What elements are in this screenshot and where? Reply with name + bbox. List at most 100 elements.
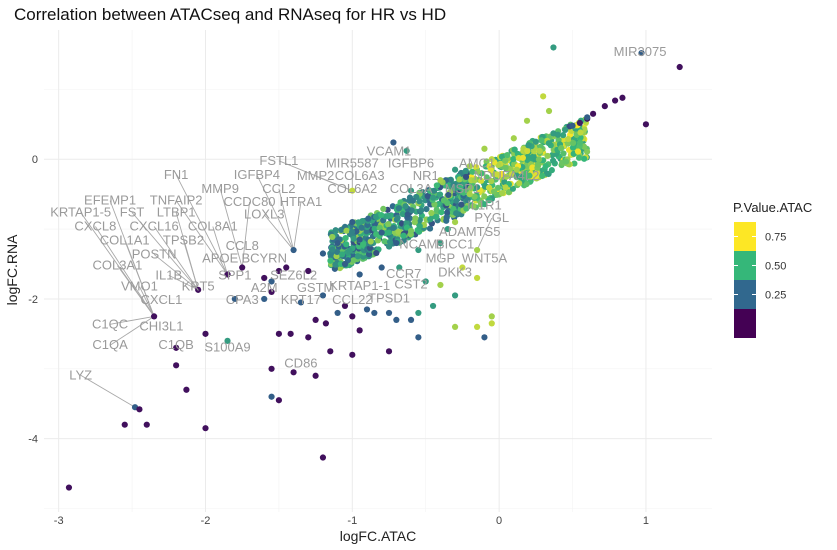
data-point [339,251,346,258]
legend-label: 0.25 [765,290,786,302]
data-point [416,228,423,235]
data-point [583,148,591,155]
data-point [151,313,158,320]
data-point [349,219,356,226]
data-point [474,168,481,175]
data-point [385,348,393,355]
data-point [481,334,488,341]
data-point [429,194,437,201]
data-point [437,177,444,184]
x-tick-label: -2 [201,515,211,527]
legend-keys: 0.75 0.50 0.25 [734,222,786,338]
data-point [407,316,415,323]
data-point [554,131,561,138]
data-point [542,162,549,170]
data-point [502,164,509,171]
gene-label: VMO1 [121,279,158,294]
gene-label: A2M [251,280,278,295]
data-point [393,239,400,247]
data-point [471,177,478,184]
x-tick-label: 0 [496,515,502,527]
legend-title: P.Value.ATAC [733,200,812,215]
label-connector [124,240,155,317]
data-point [535,156,543,163]
label-connector [109,316,155,346]
data-point [447,176,454,183]
data-point [404,211,411,218]
label-connector [175,200,228,275]
data-point [297,299,305,306]
data-point [356,327,363,334]
data-point [550,44,557,51]
label-connector [219,188,243,268]
data-point [385,221,392,228]
gene-label: CST2 [394,276,427,291]
data-point [378,229,385,236]
data-point [589,110,597,117]
gene-label: TPSB2 [163,232,204,247]
label-connector [476,217,493,251]
label-connector [293,201,302,251]
data-point [363,306,371,313]
grid [44,30,712,512]
data-point [466,191,473,198]
data-point [575,154,583,161]
data-point [349,187,356,194]
data-point [473,323,481,330]
gene-label: MGP [426,251,456,266]
gene-label: LYZ [69,367,92,382]
data-point [341,302,349,310]
data-point [539,172,546,180]
data-point [456,176,463,183]
data-point [451,323,459,330]
data-point [532,138,539,145]
data-point [510,156,517,163]
data-point [481,193,488,200]
data-point [451,219,459,226]
data-point [341,260,349,268]
gene-label: CCL22 [332,292,372,307]
data-point [433,213,440,221]
data-point [173,344,180,351]
gene-label: C1QC [92,316,128,331]
label-connector [175,174,228,275]
data-point [312,372,319,379]
gene-label: COL1A1 [100,232,150,247]
data-point [365,215,372,222]
data-point [436,191,444,198]
label-connector [153,254,199,291]
data-point [519,154,526,162]
label-connector [153,226,199,291]
data-point [438,209,445,216]
data-point [437,281,444,289]
data-point [545,140,552,147]
data-point [619,94,626,101]
data-point [385,229,393,236]
gene-label: MMP9 [201,181,239,196]
data-point [576,119,583,127]
data-point [418,207,425,214]
gene-label: CXCL8 [74,218,116,233]
data-point [444,199,451,207]
data-point [231,295,238,303]
data-point [350,235,357,242]
data-point [577,129,584,136]
data-point [356,271,363,278]
data-point [451,166,459,173]
data-point [380,205,387,212]
data-point [371,225,378,232]
data-point [516,180,523,187]
data-point [428,209,435,217]
gene-label: MIR5587 [326,156,379,171]
data-point [416,222,423,230]
data-point [415,309,422,317]
legend-swatch [734,251,756,280]
gene-label: COL6A2 [327,181,377,196]
data-point [305,267,312,275]
data-point [513,166,520,173]
gene-label: CD86 [284,355,317,370]
gene-label: CHI3L1 [139,318,183,333]
data-point [437,239,444,247]
gene-label: S100A9 [204,339,250,354]
label-connector [183,240,199,290]
